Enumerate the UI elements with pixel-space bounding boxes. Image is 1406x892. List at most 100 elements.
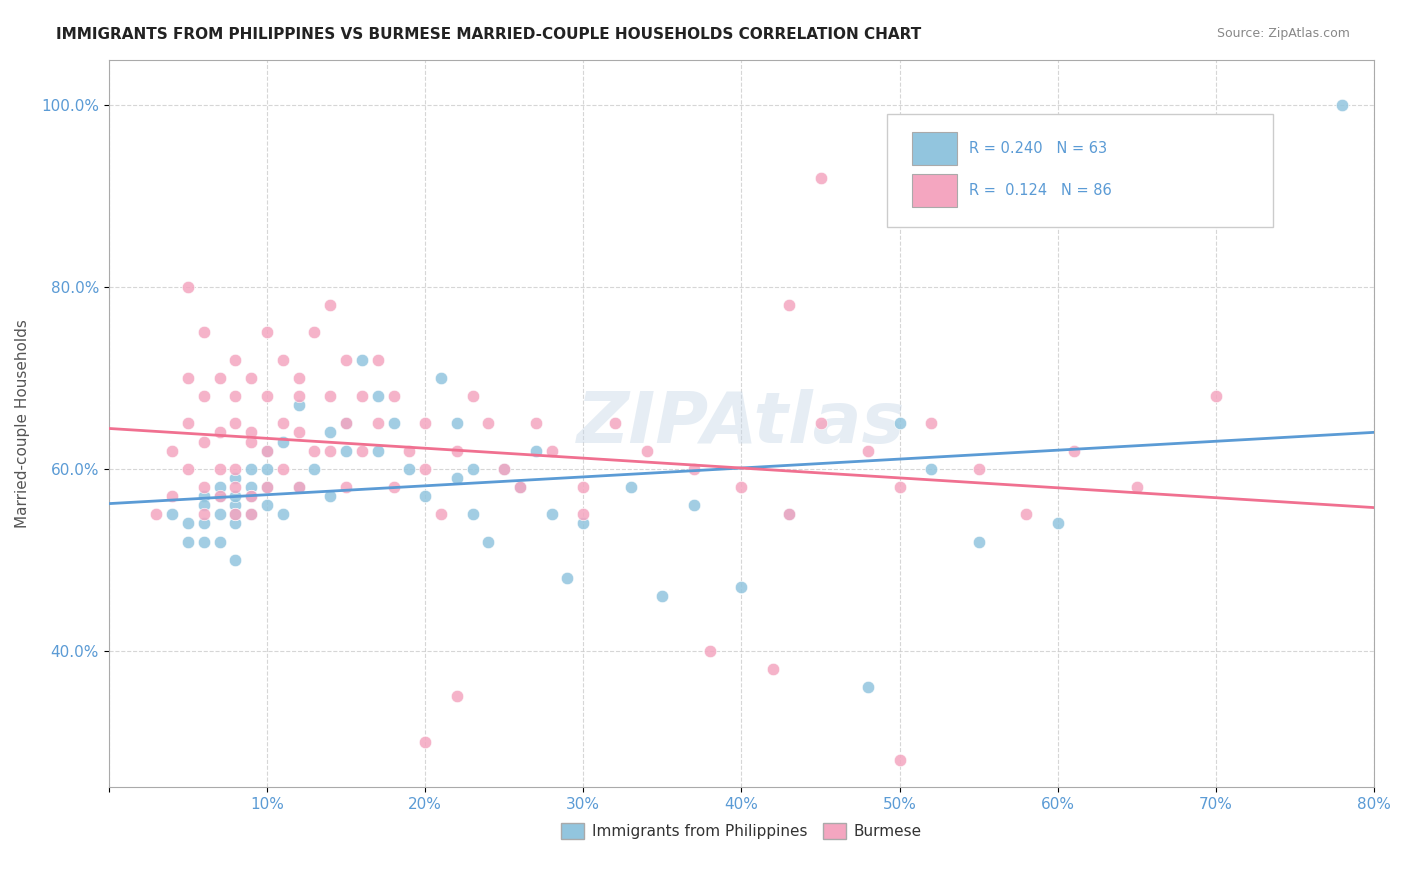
Point bbox=[699, 644, 721, 658]
Point bbox=[524, 417, 547, 431]
Point bbox=[145, 508, 167, 522]
Point bbox=[256, 498, 278, 512]
Point bbox=[1331, 98, 1354, 112]
Point bbox=[335, 443, 357, 458]
Point bbox=[304, 462, 326, 476]
Point bbox=[762, 662, 785, 676]
Point bbox=[319, 425, 342, 440]
Point bbox=[256, 462, 278, 476]
Point bbox=[572, 508, 595, 522]
Point bbox=[177, 280, 200, 294]
Point bbox=[810, 170, 832, 185]
Point bbox=[224, 417, 246, 431]
Point bbox=[572, 516, 595, 531]
Point bbox=[350, 389, 373, 403]
Point bbox=[240, 425, 263, 440]
Text: IMMIGRANTS FROM PHILIPPINES VS BURMESE MARRIED-COUPLE HOUSEHOLDS CORRELATION CHA: IMMIGRANTS FROM PHILIPPINES VS BURMESE M… bbox=[56, 27, 921, 42]
Point bbox=[413, 417, 436, 431]
Point bbox=[287, 371, 309, 385]
Point bbox=[271, 352, 294, 367]
Point bbox=[367, 443, 389, 458]
Point bbox=[177, 516, 200, 531]
Point bbox=[287, 480, 309, 494]
FancyBboxPatch shape bbox=[887, 114, 1272, 227]
Point bbox=[335, 417, 357, 431]
Point bbox=[572, 480, 595, 494]
Point bbox=[398, 462, 420, 476]
Point bbox=[446, 471, 468, 485]
Point bbox=[778, 298, 800, 312]
Point bbox=[193, 516, 215, 531]
Point bbox=[224, 462, 246, 476]
Point bbox=[494, 462, 516, 476]
Point bbox=[620, 480, 643, 494]
Y-axis label: Married-couple Households: Married-couple Households bbox=[15, 319, 30, 528]
Point bbox=[382, 389, 405, 403]
Point bbox=[446, 689, 468, 703]
Point bbox=[477, 417, 499, 431]
Point bbox=[304, 326, 326, 340]
Point bbox=[413, 462, 436, 476]
Point bbox=[778, 508, 800, 522]
Point bbox=[271, 417, 294, 431]
Point bbox=[177, 534, 200, 549]
Point bbox=[524, 443, 547, 458]
Point bbox=[256, 443, 278, 458]
Point bbox=[1046, 516, 1069, 531]
Point bbox=[256, 480, 278, 494]
Point bbox=[810, 417, 832, 431]
Point bbox=[651, 589, 673, 603]
Point bbox=[319, 298, 342, 312]
Point bbox=[256, 326, 278, 340]
Point bbox=[287, 425, 309, 440]
Point bbox=[413, 489, 436, 503]
Point bbox=[350, 352, 373, 367]
Point bbox=[1205, 389, 1227, 403]
Point bbox=[461, 508, 484, 522]
Point bbox=[509, 480, 531, 494]
Point bbox=[967, 462, 990, 476]
Point bbox=[335, 417, 357, 431]
Point bbox=[224, 480, 246, 494]
Point bbox=[335, 352, 357, 367]
Point bbox=[193, 508, 215, 522]
Point bbox=[350, 443, 373, 458]
Point bbox=[193, 498, 215, 512]
Point bbox=[603, 417, 626, 431]
Point bbox=[920, 462, 942, 476]
Point bbox=[193, 326, 215, 340]
Point bbox=[193, 489, 215, 503]
Point bbox=[160, 489, 183, 503]
Point bbox=[224, 471, 246, 485]
Point bbox=[240, 480, 263, 494]
Point bbox=[224, 389, 246, 403]
Point bbox=[271, 462, 294, 476]
Bar bbox=[912, 174, 956, 207]
Point bbox=[335, 480, 357, 494]
Point bbox=[224, 498, 246, 512]
Point bbox=[413, 734, 436, 748]
Point bbox=[240, 508, 263, 522]
Point bbox=[240, 508, 263, 522]
Point bbox=[557, 571, 579, 585]
Point bbox=[967, 534, 990, 549]
Point bbox=[287, 398, 309, 412]
Point bbox=[1015, 508, 1038, 522]
Point bbox=[177, 462, 200, 476]
Point bbox=[430, 371, 453, 385]
Point bbox=[208, 462, 231, 476]
Point bbox=[304, 443, 326, 458]
Point bbox=[636, 443, 658, 458]
Text: ZIPAtlas: ZIPAtlas bbox=[578, 389, 905, 458]
Point bbox=[287, 480, 309, 494]
Point bbox=[160, 443, 183, 458]
Text: R =  0.124   N = 86: R = 0.124 N = 86 bbox=[969, 183, 1112, 198]
Point bbox=[193, 480, 215, 494]
Point bbox=[430, 508, 453, 522]
Point bbox=[208, 425, 231, 440]
Point bbox=[224, 508, 246, 522]
Text: Source: ZipAtlas.com: Source: ZipAtlas.com bbox=[1216, 27, 1350, 40]
Point bbox=[856, 680, 879, 694]
Point bbox=[382, 417, 405, 431]
Point bbox=[193, 434, 215, 449]
